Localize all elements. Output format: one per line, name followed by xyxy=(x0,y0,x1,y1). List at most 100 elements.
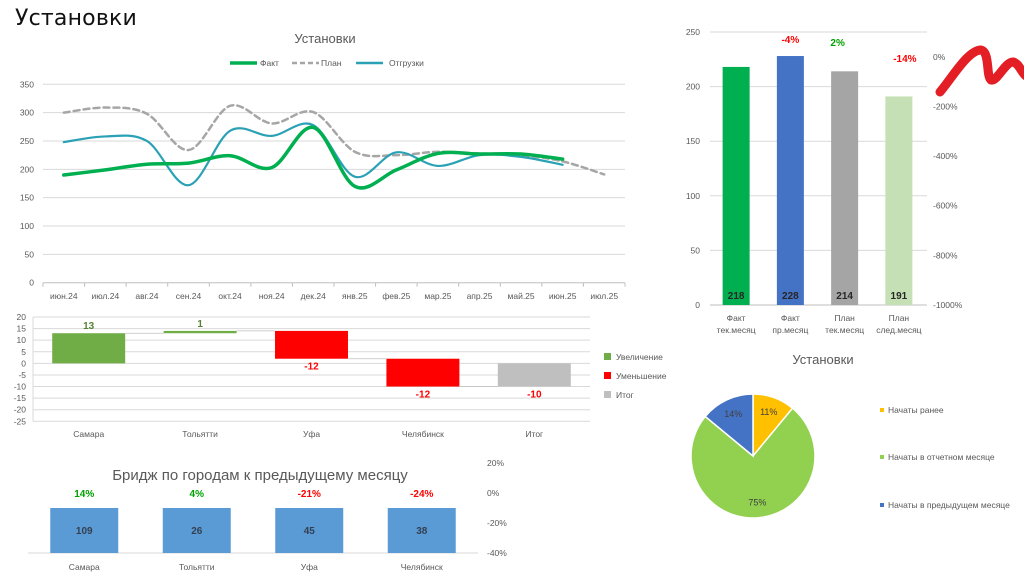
legend-label: Итог xyxy=(616,390,634,400)
bar-value-label: 214 xyxy=(836,291,853,302)
y-tick-label: 15 xyxy=(17,324,27,334)
bar xyxy=(831,71,859,305)
x-tick-label: июл.24 xyxy=(91,291,119,301)
x-tick-label: тек.месяц xyxy=(717,325,756,335)
legend-swatch xyxy=(880,454,884,459)
waterfall-chart-cities: 20151050-5-10-15-20-2513Самара1Тольятти-… xyxy=(14,312,667,439)
y-tick-label: 0 xyxy=(21,358,26,368)
x-tick-label: Самара xyxy=(73,429,104,439)
pie-legend-item: Начаты ранее xyxy=(880,404,1015,417)
y2-tick-label: -200% xyxy=(933,101,958,111)
bar-value-label: 38 xyxy=(416,526,428,537)
pie-slice-label: 75% xyxy=(748,497,766,507)
y-tick-label: 250 xyxy=(686,27,700,37)
chart-title: Установки xyxy=(792,352,853,367)
x-tick-label: Уфа xyxy=(303,429,320,439)
x-tick-label: Самара xyxy=(69,562,100,572)
y-tick-label: 150 xyxy=(686,136,700,146)
x-tick-label: ноя.24 xyxy=(259,291,285,301)
pie-slice xyxy=(704,393,754,458)
x-tick-label: июл.25 xyxy=(590,291,618,301)
y-tick-label: -5 xyxy=(18,370,26,380)
y2-tick-label: -40% xyxy=(487,548,507,558)
pct-change-label: 2% xyxy=(830,38,845,49)
y-tick-label: -10 xyxy=(14,382,27,392)
x-tick-label: сен.24 xyxy=(176,291,202,301)
legend-label: Уменьшение xyxy=(616,371,667,381)
legend-swatch xyxy=(604,353,611,360)
bar-value-label: 45 xyxy=(304,526,316,537)
month-compare-bar-chart: 0 50 100 150 200 250 0% -200% -400% -600% -800% -10… xyxy=(686,27,963,335)
y2-tick-label: -400% xyxy=(933,151,958,161)
bar xyxy=(50,508,119,553)
y-tick-label: 300 xyxy=(20,108,34,118)
x-tick-label: План xyxy=(889,313,910,323)
bar xyxy=(162,508,231,553)
y-tick-label: 5 xyxy=(21,347,26,357)
y2-tick-label: 0% xyxy=(933,52,946,62)
data-label: 1 xyxy=(197,319,203,330)
y-tick-label: -20 xyxy=(14,405,27,415)
x-tick-label: июн.24 xyxy=(50,291,78,301)
waterfall-bar xyxy=(163,330,237,334)
bar xyxy=(387,508,456,553)
bar xyxy=(275,508,344,553)
y-tick-label: 10 xyxy=(17,335,27,345)
data-label: -12 xyxy=(416,390,431,401)
bar xyxy=(776,56,804,305)
y-tick-label: 50 xyxy=(25,249,35,259)
x-tick-label: Факт xyxy=(727,313,746,323)
pct-change-label: 4% xyxy=(190,489,205,500)
y2-tick-label: 20% xyxy=(487,458,504,468)
y-tick-label: 50 xyxy=(691,245,701,255)
legend-label: Начаты в отчетном месяце xyxy=(888,452,995,462)
y-tick-label: 200 xyxy=(20,164,34,174)
pie-chart-installations: Установки 11% 75% 14% xyxy=(690,352,854,519)
legend-label: Факт xyxy=(260,58,279,68)
y2-tick-label: -800% xyxy=(933,250,958,260)
x-tick-label: янв.25 xyxy=(342,291,368,301)
pie-slice-label: 11% xyxy=(760,407,777,417)
y2-tick-label: -600% xyxy=(933,201,958,211)
data-label: 13 xyxy=(83,321,95,332)
pie-slice xyxy=(690,407,816,519)
legend-swatch xyxy=(604,372,611,379)
bar xyxy=(885,96,913,305)
x-tick-label: Тольятти xyxy=(182,429,218,439)
x-tick-label: пр.месяц xyxy=(772,325,808,335)
bridge-chart-cities: Бридж по городам к предыдущему месяцу 20%… xyxy=(28,458,507,572)
x-tick-label: Челябинск xyxy=(402,429,444,439)
bar-value-label: 218 xyxy=(728,291,745,302)
y2-tick-label: 0% xyxy=(487,488,500,498)
chart-title: Бридж по городам к предыдущему месяцу xyxy=(112,467,408,484)
pie-legend-item: Начаты в предыдущем месяце xyxy=(880,499,1015,512)
bar-value-label: 228 xyxy=(782,291,799,302)
y-tick-label: 0 xyxy=(695,300,700,310)
legend-label: Увеличение xyxy=(616,352,663,362)
x-tick-label: Челябинск xyxy=(401,562,443,572)
legend-label: Отгрузки xyxy=(389,58,424,68)
y-tick-label: -15 xyxy=(14,393,27,403)
x-tick-label: Итог xyxy=(525,429,543,439)
y-tick-label: 250 xyxy=(20,136,34,146)
legend-label: Начаты в предыдущем месяце xyxy=(888,500,1010,510)
legend-swatch xyxy=(880,502,884,507)
x-tick-label: Факт xyxy=(781,313,800,323)
pct-change-label: -24% xyxy=(410,489,433,500)
x-tick-label: тек.месяц xyxy=(825,325,864,335)
brand-logo xyxy=(935,45,1024,97)
data-label: -10 xyxy=(527,390,542,401)
pie-legend-item: Начаты в отчетном месяце xyxy=(880,451,1015,464)
pct-change-label: -21% xyxy=(298,489,321,500)
x-tick-label: май.25 xyxy=(508,291,535,301)
waterfall-bar xyxy=(497,363,571,387)
line-chart-installations: Установки 0 50 100 150 200 250 300 350 июн.24 июл.… xyxy=(20,31,626,301)
y-tick-label: 150 xyxy=(20,193,34,203)
x-tick-label: окт.24 xyxy=(218,291,242,301)
legend-label: Начаты ранее xyxy=(888,405,944,415)
series-line-fact xyxy=(62,125,565,190)
page-title: Установки xyxy=(15,6,137,31)
waterfall-bar xyxy=(386,358,460,387)
bar-value-label: 26 xyxy=(191,526,203,537)
